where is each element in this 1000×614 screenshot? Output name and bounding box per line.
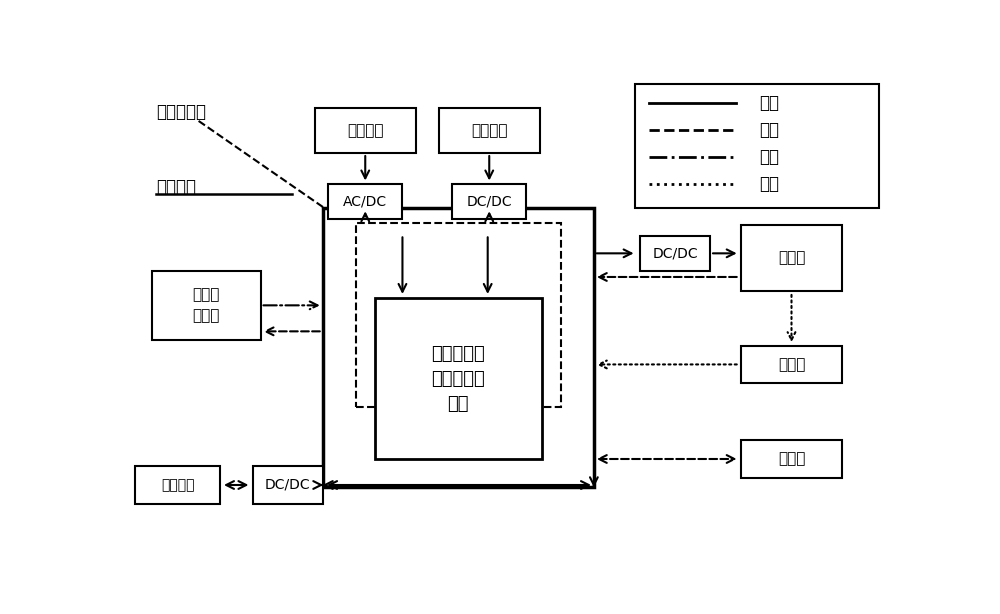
Text: DC/DC: DC/DC (466, 194, 512, 208)
Bar (741, 440, 842, 478)
Bar (375, 298, 542, 459)
Bar (315, 108, 416, 153)
Text: 储热罐: 储热罐 (778, 451, 805, 467)
Bar (135, 466, 220, 504)
Text: AC/DC: AC/DC (343, 194, 387, 208)
Bar (356, 223, 561, 407)
Text: 热循环系统: 热循环系统 (156, 103, 206, 120)
Text: 热能: 热能 (759, 121, 779, 139)
Text: 蓄电池组: 蓄电池组 (161, 478, 194, 492)
Bar (328, 184, 402, 219)
Bar (741, 346, 842, 383)
Bar (452, 184, 526, 219)
Bar (253, 466, 323, 504)
Bar (439, 108, 540, 153)
Text: 电能: 电能 (759, 94, 779, 112)
Text: DC/DC: DC/DC (265, 478, 311, 492)
Bar (741, 225, 842, 291)
Text: DC/DC: DC/DC (652, 246, 698, 260)
Text: 氢气: 氢气 (759, 175, 779, 193)
Bar (152, 271, 261, 340)
Text: 储氢罐: 储氢罐 (778, 357, 805, 372)
Bar (635, 84, 879, 208)
Text: 风力发电: 风力发电 (347, 123, 384, 138)
Text: 制氢站氢、
热、冷、电
负荷: 制氢站氢、 热、冷、电 负荷 (431, 344, 485, 413)
Text: 冷能: 冷能 (759, 148, 779, 166)
Bar (323, 208, 594, 488)
Text: 吸收式
制冷机: 吸收式 制冷机 (193, 287, 220, 324)
Text: 电解槽: 电解槽 (778, 251, 805, 266)
Bar (640, 236, 710, 271)
Text: 光伏发电: 光伏发电 (471, 123, 508, 138)
Text: 直流母线: 直流母线 (156, 178, 196, 196)
